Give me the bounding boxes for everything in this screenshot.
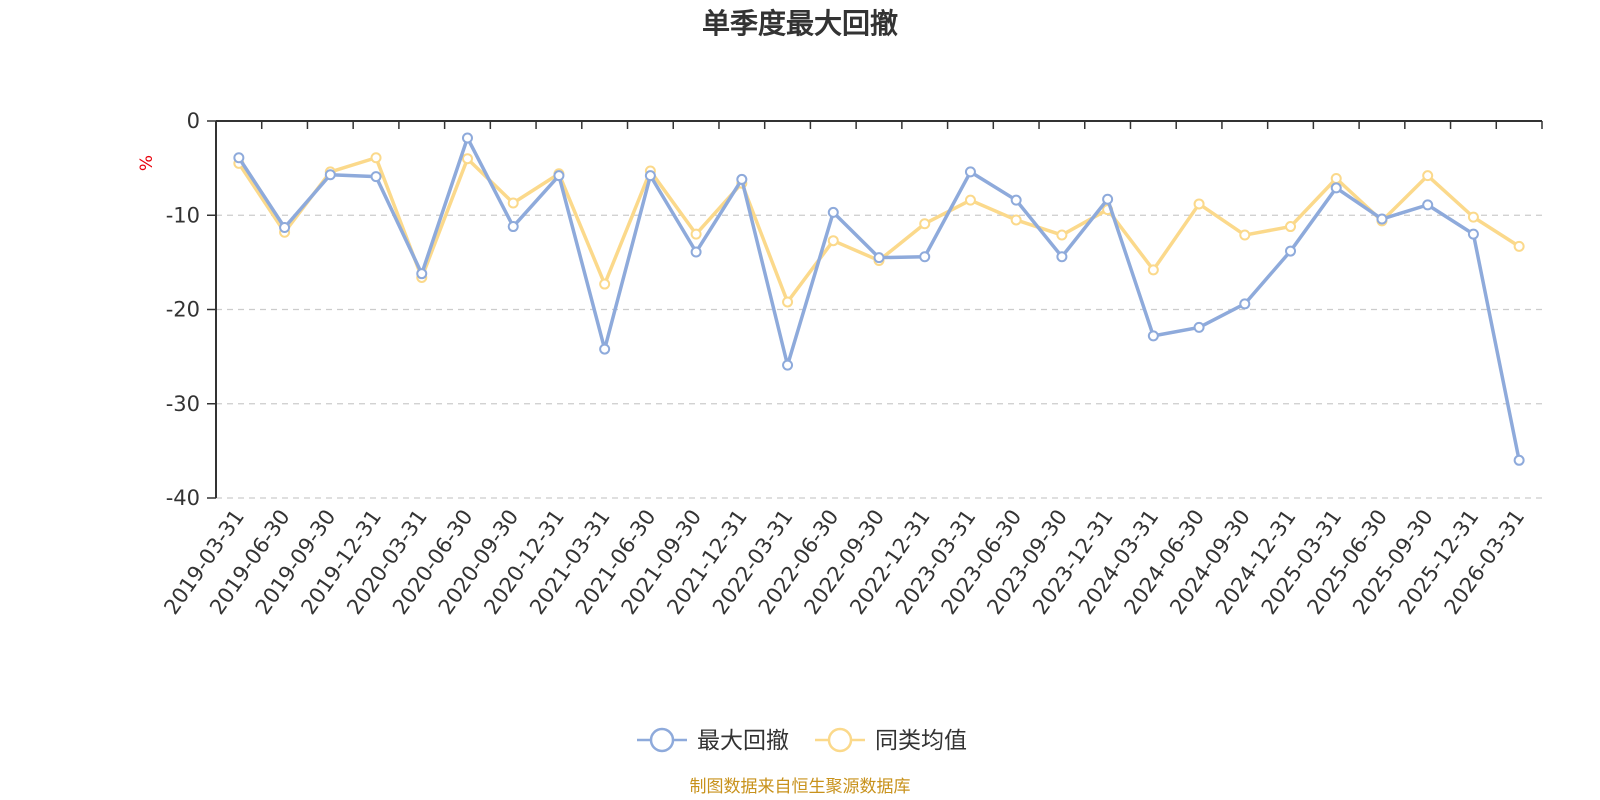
legend-label: 最大回撤 — [697, 728, 789, 754]
data-point[interactable] — [827, 235, 839, 247]
data-point[interactable] — [553, 170, 565, 182]
series-1 — [233, 152, 1525, 308]
grid-lines — [216, 214, 1542, 499]
data-point[interactable] — [507, 197, 519, 209]
data-point[interactable] — [1147, 330, 1159, 342]
data-point[interactable] — [461, 153, 473, 165]
data-point[interactable] — [1239, 229, 1251, 241]
legend-item-0[interactable]: 最大回撤 — [637, 727, 789, 754]
y-tick-label: -10 — [166, 203, 200, 227]
data-point[interactable] — [1193, 321, 1205, 333]
y-tick-label: 0 — [187, 109, 200, 133]
data-point[interactable] — [1467, 211, 1479, 223]
data-point[interactable] — [964, 194, 976, 206]
data-point[interactable] — [279, 222, 291, 234]
data-point[interactable] — [1285, 221, 1297, 233]
data-point[interactable] — [1513, 240, 1525, 252]
data-point[interactable] — [233, 152, 245, 164]
data-point[interactable] — [1010, 194, 1022, 206]
data-point[interactable] — [964, 166, 976, 178]
data-point[interactable] — [599, 343, 611, 355]
data-point[interactable] — [782, 359, 794, 371]
y-tick-label: -30 — [166, 392, 200, 416]
data-point[interactable] — [599, 278, 611, 290]
data-point[interactable] — [1422, 170, 1434, 182]
legend-label: 同类均值 — [875, 728, 967, 754]
series-0 — [233, 132, 1525, 466]
data-point[interactable] — [1056, 229, 1068, 241]
data-point[interactable] — [324, 169, 336, 181]
data-source-note: 制图数据来自恒生聚源数据库 — [690, 777, 911, 797]
data-point[interactable] — [1285, 245, 1297, 257]
chart-title: 单季度最大回撤 — [702, 7, 898, 40]
data-point[interactable] — [1330, 172, 1342, 184]
data-point[interactable] — [1239, 298, 1251, 310]
data-point[interactable] — [507, 221, 519, 233]
data-point[interactable] — [1010, 214, 1022, 226]
data-point[interactable] — [416, 268, 428, 280]
y-axis-unit-label: % — [137, 155, 157, 171]
y-tick-label: -40 — [166, 486, 200, 510]
data-point[interactable] — [1467, 228, 1479, 240]
data-point[interactable] — [919, 218, 931, 230]
data-point[interactable] — [370, 152, 382, 164]
data-point[interactable] — [690, 228, 702, 240]
data-point[interactable] — [1147, 264, 1159, 276]
data-point[interactable] — [919, 251, 931, 263]
legend-item-1[interactable]: 同类均值 — [815, 727, 967, 754]
data-point[interactable] — [736, 173, 748, 185]
legend-marker-icon — [827, 727, 853, 753]
data-point[interactable] — [690, 246, 702, 258]
data-point[interactable] — [1056, 251, 1068, 263]
data-point[interactable] — [782, 296, 794, 308]
y-tick-label: -20 — [166, 298, 200, 322]
data-point[interactable] — [1376, 213, 1388, 225]
data-point[interactable] — [1193, 198, 1205, 210]
data-point[interactable] — [370, 171, 382, 183]
legend-marker-icon — [649, 727, 675, 753]
data-point[interactable] — [827, 206, 839, 218]
data-point[interactable] — [644, 170, 656, 182]
data-point[interactable] — [1513, 454, 1525, 466]
series-lines — [233, 132, 1525, 466]
data-point[interactable] — [461, 132, 473, 144]
data-point[interactable] — [1330, 182, 1342, 194]
legend[interactable]: 最大回撤 同类均值 — [637, 727, 967, 754]
data-point[interactable] — [1422, 199, 1434, 211]
data-point[interactable] — [1102, 193, 1114, 205]
data-point[interactable] — [873, 252, 885, 264]
series-line — [237, 156, 1521, 304]
